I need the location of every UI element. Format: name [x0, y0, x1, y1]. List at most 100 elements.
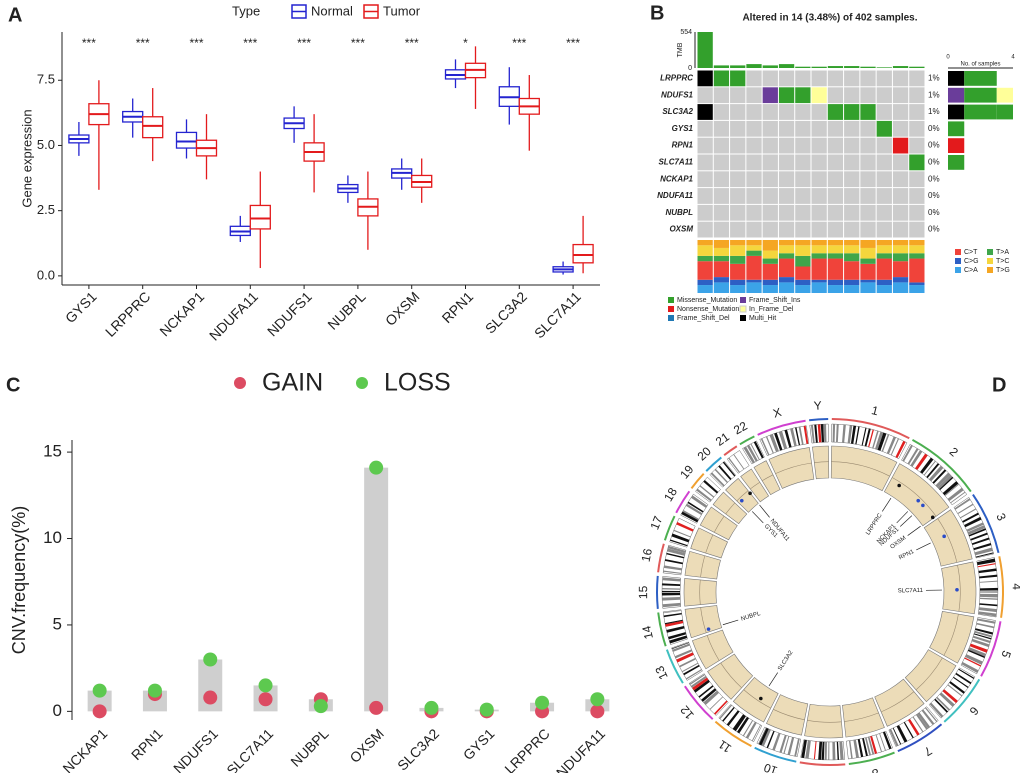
- ideogram-band: [903, 722, 914, 739]
- titv-segment: [762, 285, 778, 293]
- titv-segment: [778, 245, 795, 254]
- mutation-cell: [811, 104, 827, 120]
- mutation-cell: [730, 221, 746, 238]
- ideogram-band: [974, 630, 993, 638]
- mutation-cell: [746, 137, 762, 154]
- titv-segment: [811, 258, 827, 280]
- mutation-cell: [713, 154, 730, 171]
- mutation-cell: [746, 204, 762, 221]
- track-line: [699, 579, 701, 605]
- titv-segment: [746, 240, 762, 246]
- chromosome-label: 16: [639, 547, 655, 563]
- chromosome-label: 15: [636, 585, 650, 599]
- chromosome-edge: [897, 723, 943, 753]
- mutation-cell: [909, 221, 925, 238]
- chromosome-label: 19: [677, 462, 697, 481]
- cnv-dot: [203, 652, 218, 667]
- mutation-cell: [909, 87, 925, 104]
- chromosome-label: 11: [716, 737, 734, 756]
- titv-segment: [876, 240, 892, 246]
- cnv-dot: [258, 692, 273, 707]
- tmb-label: TMB: [677, 42, 684, 57]
- mutation-cell: [909, 120, 925, 137]
- chart-title: Altered in 14 (3.48%) of 402 samples.: [742, 13, 917, 24]
- ideogram-band: [667, 545, 686, 553]
- ideogram-band: [663, 565, 682, 571]
- titv-segment: [697, 261, 713, 280]
- ideogram-band: [714, 700, 728, 715]
- percent-label: 0%: [928, 141, 940, 150]
- titv-segment: [697, 245, 713, 256]
- gene-label: SLC7A11: [658, 158, 693, 167]
- x-tick-label: NDUFA11: [553, 725, 608, 773]
- legend-label: Tumor: [383, 3, 421, 18]
- ideogram-band: [750, 443, 760, 460]
- chromosome-label: 5: [998, 649, 1014, 660]
- chromosome-label: 12: [677, 703, 697, 722]
- chromosome-label: 6: [966, 704, 981, 718]
- mutation-cell: [762, 204, 778, 221]
- mutation-cell: [746, 70, 762, 87]
- titv-segment: [795, 245, 811, 256]
- y-axis-label: Gene expression: [19, 109, 34, 207]
- titv-segment: [713, 277, 730, 283]
- ideogram-band: [821, 741, 825, 760]
- track-line: [807, 720, 842, 723]
- track-line: [750, 481, 760, 490]
- mutation-cell: [844, 204, 860, 221]
- tmb-tick-label: 0: [688, 65, 692, 72]
- ideogram-band: [732, 714, 744, 730]
- gene-label: NCKAP1: [660, 174, 693, 183]
- mutation-cell: [795, 154, 811, 171]
- ideogram-band: [790, 428, 797, 447]
- ideogram-band: [668, 632, 687, 640]
- mutation-cell: [713, 171, 730, 188]
- titv-segment: [762, 250, 778, 259]
- gene-label: RPN1: [898, 549, 916, 562]
- cnv-dot: [92, 683, 107, 698]
- titv-segment: [811, 253, 827, 259]
- chromosome-label: 9: [818, 771, 826, 773]
- chromosome-label: 18: [661, 485, 680, 504]
- ideogram-band: [683, 664, 700, 676]
- ideogram-band: [973, 633, 992, 640]
- ideogram-band: [810, 424, 815, 443]
- mutation-cell: [762, 171, 778, 188]
- ideogram-band: [676, 522, 694, 532]
- ideogram-band: [687, 501, 704, 513]
- gene-point: [921, 503, 925, 508]
- chromosome-edge: [980, 621, 1002, 677]
- ideogram-band: [745, 721, 757, 739]
- tmb-bar: [827, 66, 844, 68]
- gene-point: [759, 696, 763, 701]
- ideogram-band: [847, 425, 853, 444]
- legend-label: GAIN: [262, 369, 323, 397]
- track: [842, 697, 885, 738]
- ideogram-band: [954, 498, 971, 510]
- ideogram-band: [772, 732, 781, 751]
- legend-key: [987, 258, 993, 264]
- titv-segment: [713, 247, 730, 256]
- mutation-cell: [713, 137, 730, 154]
- track-line: [720, 662, 742, 689]
- ideogram-band: [978, 568, 997, 574]
- mutation-cell: [876, 87, 892, 104]
- y-tick-label: 7.5: [37, 72, 55, 87]
- track: [804, 703, 844, 739]
- track: [941, 561, 977, 615]
- significance-label: ***: [512, 36, 526, 50]
- titv-segment: [827, 285, 844, 293]
- chromosome-edge: [754, 746, 797, 763]
- track-line: [844, 712, 879, 722]
- ideogram-band: [666, 552, 685, 559]
- y-tick-label: 0.0: [37, 267, 55, 282]
- cnv-dot: [479, 702, 494, 717]
- ideogram-band: [662, 583, 681, 587]
- ideogram-band: [962, 512, 980, 523]
- mutation-cell: [811, 70, 827, 87]
- ideogram-band: [709, 696, 724, 710]
- ideogram-band: [801, 739, 807, 759]
- gene-connector: [722, 619, 739, 626]
- x-tick-label: SLC7A11: [223, 725, 276, 773]
- sample-count-segment: [948, 138, 965, 153]
